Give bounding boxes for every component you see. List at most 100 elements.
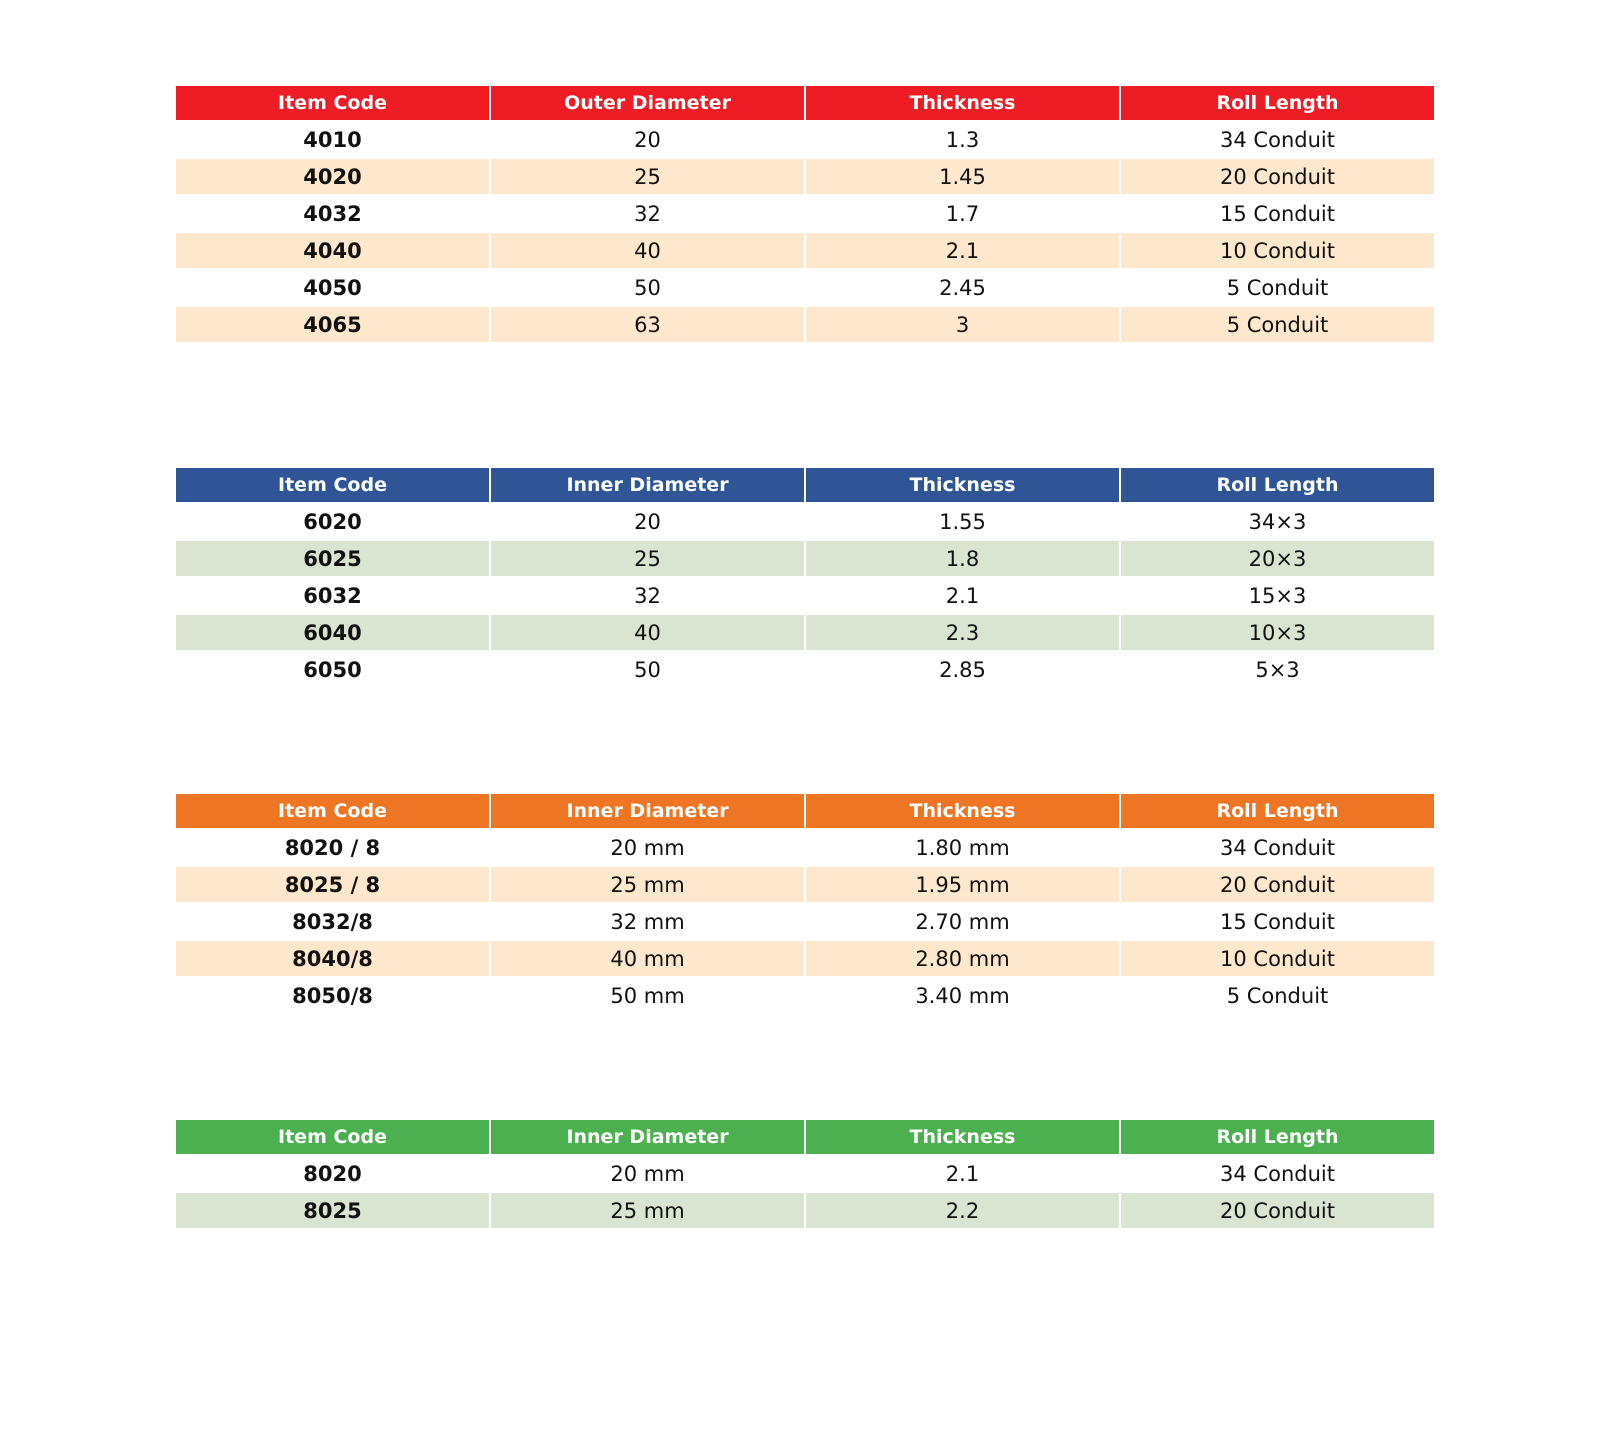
table-head: Item Code Outer Diameter Thickness Roll Len…	[174, 84, 1436, 122]
data-cell: 2.1	[804, 576, 1121, 615]
header-cell: Inner Diameter	[489, 792, 806, 830]
data-cell: 15 Conduit	[1119, 902, 1436, 941]
data-cell: 50	[489, 650, 806, 689]
data-row: 4065 63 3 5 Conduit	[174, 305, 1436, 344]
header-row: Item Code Inner Diameter Thickness Roll Len…	[174, 1118, 1436, 1156]
header-row: Item Code Outer Diameter Thickness Roll Len…	[174, 84, 1436, 122]
item-code-cell: 8050/8	[174, 976, 491, 1015]
data-cell: 10 Conduit	[1119, 231, 1436, 270]
data-cell: 5 Conduit	[1119, 305, 1436, 344]
table-body: 4010 20 1.3 34 Conduit 4020 25 1.45 20 Conduit 4…	[174, 120, 1436, 344]
item-code-cell: 8025 / 8	[174, 865, 491, 904]
data-cell: 32 mm	[489, 902, 806, 941]
data-cell: 2.80 mm	[804, 939, 1121, 978]
data-row: 6032 32 2.1 15×3	[174, 576, 1436, 615]
data-cell: 2.45	[804, 268, 1121, 307]
item-code-cell: 6032	[174, 576, 491, 615]
data-row: 6020 20 1.55 34×3	[174, 502, 1436, 541]
data-row: 4020 25 1.45 20 Conduit	[174, 157, 1436, 196]
header-cell: Thickness	[804, 84, 1121, 122]
data-cell: 2.1	[804, 231, 1121, 270]
data-cell: 25 mm	[489, 865, 806, 904]
data-row: 4010 20 1.3 34 Conduit	[174, 120, 1436, 159]
data-cell: 1.45	[804, 157, 1121, 196]
data-cell: 10×3	[1119, 613, 1436, 652]
data-cell: 40 mm	[489, 939, 806, 978]
data-cell: 40	[489, 613, 806, 652]
data-cell: 3	[804, 305, 1121, 344]
data-cell: 5×3	[1119, 650, 1436, 689]
header-cell: Item Code	[174, 466, 491, 504]
header-cell: Item Code	[174, 1118, 491, 1156]
data-row: 8032/8 32 mm 2.70 mm 15 Conduit	[174, 902, 1436, 941]
data-cell: 10 Conduit	[1119, 939, 1436, 978]
data-cell: 25 mm	[489, 1191, 806, 1230]
item-code-cell: 4040	[174, 231, 491, 270]
data-cell: 1.3	[804, 120, 1121, 159]
item-code-cell: 6040	[174, 613, 491, 652]
item-code-cell: 4010	[174, 120, 491, 159]
data-cell: 2.3	[804, 613, 1121, 652]
data-cell: 20 Conduit	[1119, 157, 1436, 196]
data-row: 6050 50 2.85 5×3	[174, 650, 1436, 689]
data-cell: 20	[489, 502, 806, 541]
table-body: 8020 20 mm 2.1 34 Conduit 8025 25 mm 2.2 20 Con…	[174, 1154, 1436, 1230]
header-cell: Roll Length	[1119, 792, 1436, 830]
spec-table: Item Code Inner Diameter Thickness Roll Len…	[174, 466, 1436, 689]
header-cell: Roll Length	[1119, 466, 1436, 504]
data-cell: 20 mm	[489, 828, 806, 867]
data-cell: 34 Conduit	[1119, 828, 1436, 867]
header-cell: Inner Diameter	[489, 1118, 806, 1156]
data-row: 8020 / 8 20 mm 1.80 mm 34 Conduit	[174, 828, 1436, 867]
spec-table: Item Code Outer Diameter Thickness Roll Len…	[174, 84, 1436, 344]
item-code-cell: 6050	[174, 650, 491, 689]
data-cell: 63	[489, 305, 806, 344]
spec-table: Item Code Inner Diameter Thickness Roll Len…	[174, 792, 1436, 1015]
data-row: 8025 25 mm 2.2 20 Conduit	[174, 1191, 1436, 1230]
table-head: Item Code Inner Diameter Thickness Roll Len…	[174, 792, 1436, 830]
item-code-cell: 4065	[174, 305, 491, 344]
data-cell: 40	[489, 231, 806, 270]
data-cell: 2.2	[804, 1191, 1121, 1230]
data-cell: 20 Conduit	[1119, 1191, 1436, 1230]
data-cell: 5 Conduit	[1119, 268, 1436, 307]
item-code-cell: 8020	[174, 1154, 491, 1193]
item-code-cell: 6025	[174, 539, 491, 578]
data-row: 6040 40 2.3 10×3	[174, 613, 1436, 652]
data-cell: 15×3	[1119, 576, 1436, 615]
data-row: 8040/8 40 mm 2.80 mm 10 Conduit	[174, 939, 1436, 978]
data-cell: 20	[489, 120, 806, 159]
data-cell: 1.55	[804, 502, 1121, 541]
table-head: Item Code Inner Diameter Thickness Roll Len…	[174, 466, 1436, 504]
data-cell: 1.7	[804, 194, 1121, 233]
header-cell: Roll Length	[1119, 84, 1436, 122]
data-cell: 3.40 mm	[804, 976, 1121, 1015]
header-row: Item Code Inner Diameter Thickness Roll Len…	[174, 466, 1436, 504]
data-cell: 34×3	[1119, 502, 1436, 541]
item-code-cell: 8040/8	[174, 939, 491, 978]
spec-table: Item Code Inner Diameter Thickness Roll Len…	[174, 1118, 1436, 1230]
header-cell: Thickness	[804, 466, 1121, 504]
data-cell: 32	[489, 194, 806, 233]
data-cell: 1.8	[804, 539, 1121, 578]
item-code-cell: 4050	[174, 268, 491, 307]
data-cell: 25	[489, 539, 806, 578]
data-cell: 2.85	[804, 650, 1121, 689]
table-body: 6020 20 1.55 34×3 6025 25 1.8 20×3 6032 32 2.1 15×3…	[174, 502, 1436, 689]
data-cell: 25	[489, 157, 806, 196]
item-code-cell: 8020 / 8	[174, 828, 491, 867]
header-cell: Inner Diameter	[489, 466, 806, 504]
data-row: 4040 40 2.1 10 Conduit	[174, 231, 1436, 270]
data-cell: 15 Conduit	[1119, 194, 1436, 233]
data-cell: 2.70 mm	[804, 902, 1121, 941]
data-cell: 20 mm	[489, 1154, 806, 1193]
header-cell: Thickness	[804, 1118, 1121, 1156]
data-row: 8025 / 8 25 mm 1.95 mm 20 Conduit	[174, 865, 1436, 904]
item-code-cell: 4032	[174, 194, 491, 233]
item-code-cell: 8032/8	[174, 902, 491, 941]
data-cell: 32	[489, 576, 806, 615]
data-cell: 34 Conduit	[1119, 120, 1436, 159]
data-cell: 50 mm	[489, 976, 806, 1015]
